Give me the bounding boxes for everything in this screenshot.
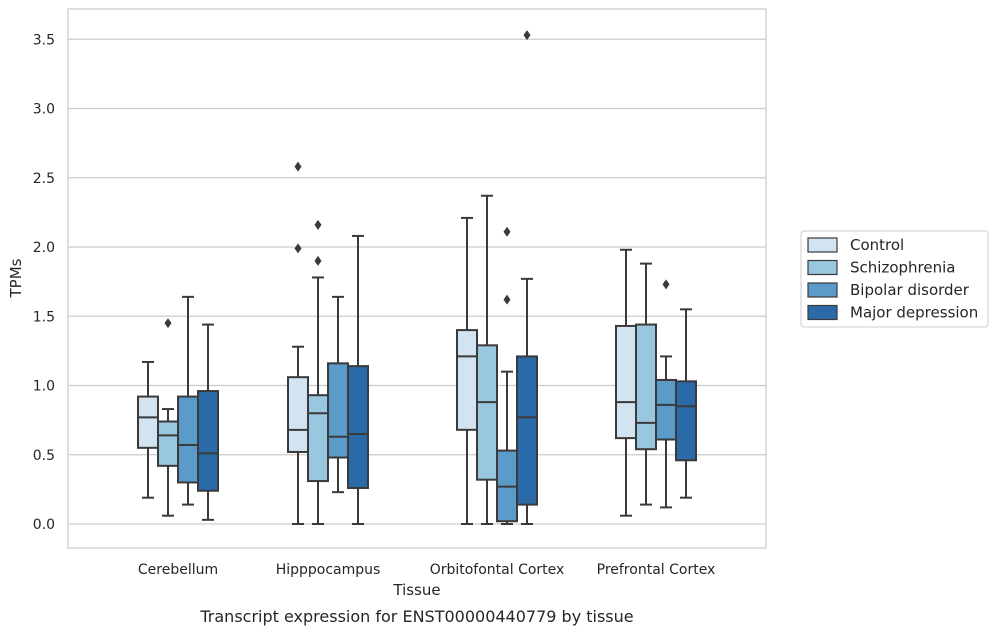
- box-iqr: [456, 329, 478, 431]
- y-tick-label: 0.5: [33, 448, 55, 464]
- legend-label: Bipolar disorder: [850, 281, 970, 299]
- box-iqr: [476, 344, 498, 481]
- outlier-marker: [503, 294, 511, 305]
- box-group: [635, 262, 657, 506]
- y-tick-label: 3.0: [33, 102, 55, 118]
- outlier-marker: [662, 279, 670, 290]
- y-tick-label: 0.0: [33, 517, 55, 533]
- x-axis-title: Tissue: [392, 581, 440, 599]
- box-iqr: [287, 376, 309, 453]
- box-group: [476, 194, 498, 525]
- box-group: [307, 219, 329, 525]
- box-group: [287, 161, 309, 525]
- box-iqr: [615, 324, 637, 440]
- legend-swatch: [807, 237, 838, 253]
- box-group: [516, 30, 538, 525]
- x-tick-labels: Cerebellum Hipppocampus Orbitofontal Corte…: [138, 562, 715, 578]
- outlier-marker: [314, 255, 322, 266]
- box-group: [655, 279, 677, 509]
- outlier-marker: [164, 318, 172, 329]
- y-tick-label: 3.5: [33, 32, 55, 48]
- y-tick-label: 2.5: [33, 171, 55, 187]
- box-iqr: [137, 395, 159, 449]
- y-tick-label: 1.0: [33, 379, 55, 395]
- box-iqr: [157, 420, 179, 467]
- legend-swatch: [807, 259, 838, 276]
- chart-caption: Transcript expression for ENST0000044077…: [199, 607, 633, 626]
- box-iqr: [197, 390, 219, 492]
- box-iqr: [307, 394, 329, 483]
- box-group: [197, 323, 219, 521]
- box-iqr: [177, 395, 199, 484]
- y-tick-labels: 0.0 0.5 1.0 1.5 2.0 2.5 3.0 3.5: [33, 32, 55, 533]
- outlier-marker: [503, 226, 511, 237]
- box-group: [177, 295, 199, 506]
- outlier-marker: [294, 161, 302, 172]
- box-group: [615, 248, 637, 517]
- outlier-marker: [523, 30, 531, 41]
- box-iqr: [635, 323, 657, 451]
- legend: Control Schizophrenia Bipolar disorder Majo…: [800, 230, 989, 328]
- boxes-layer: [137, 30, 697, 525]
- legend-frame: [800, 230, 989, 328]
- box-iqr: [516, 355, 538, 506]
- box-group: [347, 234, 369, 525]
- legend-label: Schizophrenia: [850, 259, 955, 277]
- legend-swatch: [807, 282, 838, 298]
- x-tick-label: Hipppocampus: [276, 562, 381, 578]
- legend-label: Control: [850, 236, 904, 254]
- box-group: [675, 308, 697, 499]
- x-tick-label: Cerebellum: [138, 562, 218, 578]
- box-iqr: [327, 362, 349, 459]
- box-group: [496, 226, 518, 525]
- box-iqr: [655, 378, 677, 441]
- plot-frame: [67, 8, 767, 549]
- box-group: [137, 360, 159, 499]
- y-tick-label: 2.0: [33, 240, 55, 256]
- plot-area: [68, 9, 766, 548]
- x-tick-label: Prefrontal Cortex: [597, 562, 716, 578]
- legend-label: Major depression: [850, 304, 978, 322]
- y-axis-title: TPMs: [7, 258, 25, 298]
- legend-swatch: [807, 304, 838, 321]
- outlier-marker: [314, 219, 322, 230]
- y-tick-label: 1.5: [33, 309, 55, 325]
- outlier-marker: [294, 243, 302, 254]
- x-tick-label: Orbitofontal Cortex: [430, 562, 565, 578]
- box-iqr: [675, 380, 697, 462]
- box-iqr: [347, 365, 369, 489]
